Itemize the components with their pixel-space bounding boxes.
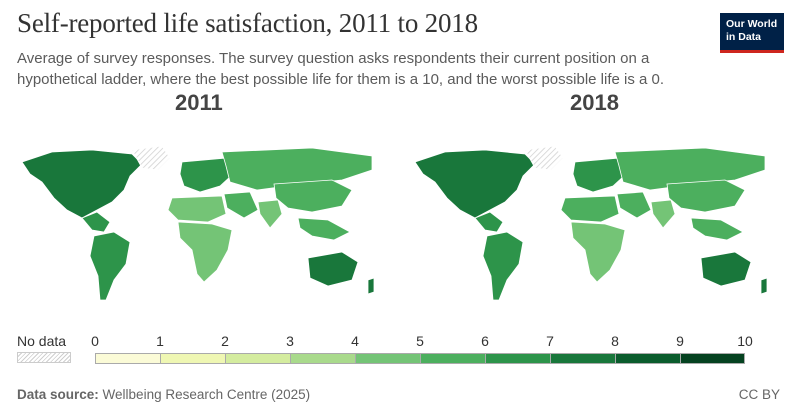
map-region-central-america[interactable] [474, 211, 504, 233]
map-region-north-africa[interactable] [560, 195, 620, 223]
legend-tick-label: 1 [156, 333, 164, 349]
legend-color-scale: 0 1 2 3 4 5 6 7 8 9 10 [91, 333, 753, 365]
legend-tick-label: 5 [416, 333, 424, 349]
legend-bin [355, 353, 420, 364]
map-region-middle-east[interactable] [223, 191, 259, 219]
data-source-link[interactable]: Wellbeing Research Centre (2025) [102, 387, 311, 402]
map-region-north-africa[interactable] [167, 195, 227, 223]
map-region-sub-saharan-africa[interactable] [570, 221, 626, 283]
legend-tick-label: 0 [91, 333, 99, 349]
map-region-central-america[interactable] [81, 211, 111, 233]
world-map-2018[interactable] [405, 140, 790, 312]
chart-subtitle: Average of survey responses. The survey … [17, 50, 665, 88]
legend-no-data-swatch [17, 352, 71, 363]
map-region-south-america[interactable] [482, 231, 524, 301]
legend-bin [160, 353, 225, 364]
world-map-2011[interactable] [12, 140, 397, 312]
map-region-greenland[interactable] [524, 145, 564, 171]
legend-bin [420, 353, 485, 364]
map-region-north-america[interactable] [21, 149, 143, 219]
map-region-china-east-asia[interactable] [273, 179, 353, 213]
license-link[interactable]: CC BY [738, 387, 780, 402]
map-region-south-asia[interactable] [650, 199, 676, 229]
legend-bin [95, 353, 160, 364]
legend-bin [615, 353, 680, 364]
chart-title: Self-reported life satisfaction, 2011 to… [17, 8, 478, 38]
map-region-australia-nz[interactable] [307, 251, 375, 295]
map-region-south-asia[interactable] [257, 199, 283, 229]
map-region-sub-saharan-africa[interactable] [177, 221, 233, 283]
legend-tick-label: 10 [737, 333, 753, 349]
map-region-south-america[interactable] [89, 231, 131, 301]
logo-line-2: in Data [726, 30, 762, 43]
legend-tick-label: 4 [351, 333, 359, 349]
map-region-southeast-asia[interactable] [297, 217, 351, 241]
map-region-greenland[interactable] [131, 145, 171, 171]
map-region-north-america[interactable] [414, 149, 536, 219]
logo-line-1: Our World [726, 18, 778, 30]
legend-tick-label: 9 [676, 333, 684, 349]
data-source: Data source: Wellbeing Research Centre (… [17, 387, 310, 402]
data-source-label: Data source: [17, 387, 99, 402]
map-region-china-east-asia[interactable] [666, 179, 746, 213]
legend-bin [225, 353, 290, 364]
legend-tick-label: 6 [481, 333, 489, 349]
legend-tick-label: 8 [611, 333, 619, 349]
map-year-label-2018: 2018 [570, 90, 619, 115]
legend-bin [680, 353, 745, 364]
legend-bin [290, 353, 355, 364]
map-region-middle-east[interactable] [616, 191, 652, 219]
legend-bin [550, 353, 615, 364]
map-region-southeast-asia[interactable] [690, 217, 744, 241]
owid-logo[interactable]: Our World in Data [720, 13, 784, 53]
map-region-europe[interactable] [179, 157, 233, 193]
legend-tick-label: 2 [221, 333, 229, 349]
map-region-europe[interactable] [572, 157, 626, 193]
legend-bin [485, 353, 550, 364]
map-year-label-2011: 2011 [175, 90, 223, 115]
legend-no-data-label: No data [17, 333, 67, 349]
legend-tick-label: 7 [546, 333, 554, 349]
legend-tick-label: 3 [286, 333, 294, 349]
map-region-australia-nz[interactable] [700, 251, 768, 295]
